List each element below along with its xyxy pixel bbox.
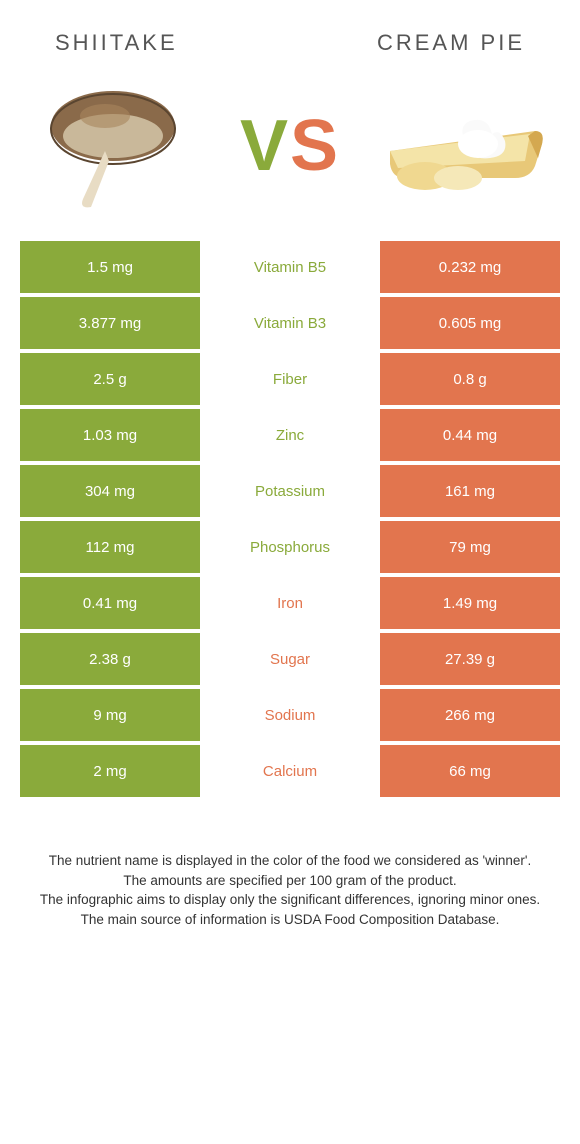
left-value: 304 mg	[20, 465, 200, 517]
table-row: 0.41 mgIron1.49 mg	[20, 577, 560, 629]
left-value: 2.38 g	[20, 633, 200, 685]
left-value: 1.5 mg	[20, 241, 200, 293]
right-value: 0.605 mg	[380, 297, 560, 349]
nutrient-table: 1.5 mgVitamin B50.232 mg3.877 mgVitamin …	[0, 241, 580, 797]
left-value: 3.877 mg	[20, 297, 200, 349]
left-value: 112 mg	[20, 521, 200, 573]
footer-line: The infographic aims to display only the…	[30, 890, 550, 910]
nutrient-name: Sugar	[200, 633, 380, 685]
vs-s: S	[290, 110, 340, 182]
nutrient-name: Calcium	[200, 745, 380, 797]
right-value: 266 mg	[380, 689, 560, 741]
table-row: 112 mgPhosphorus79 mg	[20, 521, 560, 573]
footer-line: The amounts are specified per 100 gram o…	[30, 871, 550, 891]
table-row: 1.5 mgVitamin B50.232 mg	[20, 241, 560, 293]
nutrient-name: Fiber	[200, 353, 380, 405]
right-value: 27.39 g	[380, 633, 560, 685]
left-value: 9 mg	[20, 689, 200, 741]
right-title: CREAM PIE	[377, 30, 525, 56]
table-row: 9 mgSodium266 mg	[20, 689, 560, 741]
right-value: 0.232 mg	[380, 241, 560, 293]
right-value: 1.49 mg	[380, 577, 560, 629]
right-value: 66 mg	[380, 745, 560, 797]
shiitake-icon	[20, 76, 220, 216]
left-value: 2 mg	[20, 745, 200, 797]
table-row: 2 mgCalcium66 mg	[20, 745, 560, 797]
nutrient-name: Vitamin B3	[200, 297, 380, 349]
left-title: SHIITAKE	[55, 30, 178, 56]
right-value: 0.8 g	[380, 353, 560, 405]
hero: VS	[0, 66, 580, 241]
footer-line: The main source of information is USDA F…	[30, 910, 550, 930]
vs-v: V	[240, 110, 290, 182]
footer-notes: The nutrient name is displayed in the co…	[0, 801, 580, 929]
left-value: 0.41 mg	[20, 577, 200, 629]
nutrient-name: Vitamin B5	[200, 241, 380, 293]
cream-pie-icon	[360, 76, 560, 216]
nutrient-name: Iron	[200, 577, 380, 629]
left-value: 1.03 mg	[20, 409, 200, 461]
nutrient-name: Zinc	[200, 409, 380, 461]
table-row: 2.5 gFiber0.8 g	[20, 353, 560, 405]
table-row: 3.877 mgVitamin B30.605 mg	[20, 297, 560, 349]
left-value: 2.5 g	[20, 353, 200, 405]
table-row: 304 mgPotassium161 mg	[20, 465, 560, 517]
nutrient-name: Phosphorus	[200, 521, 380, 573]
nutrient-name: Sodium	[200, 689, 380, 741]
table-row: 1.03 mgZinc0.44 mg	[20, 409, 560, 461]
vs-label: VS	[240, 110, 340, 182]
right-value: 161 mg	[380, 465, 560, 517]
nutrient-name: Potassium	[200, 465, 380, 517]
right-value: 79 mg	[380, 521, 560, 573]
header: SHIITAKE CREAM PIE	[0, 0, 580, 66]
right-value: 0.44 mg	[380, 409, 560, 461]
footer-line: The nutrient name is displayed in the co…	[30, 851, 550, 871]
table-row: 2.38 gSugar27.39 g	[20, 633, 560, 685]
